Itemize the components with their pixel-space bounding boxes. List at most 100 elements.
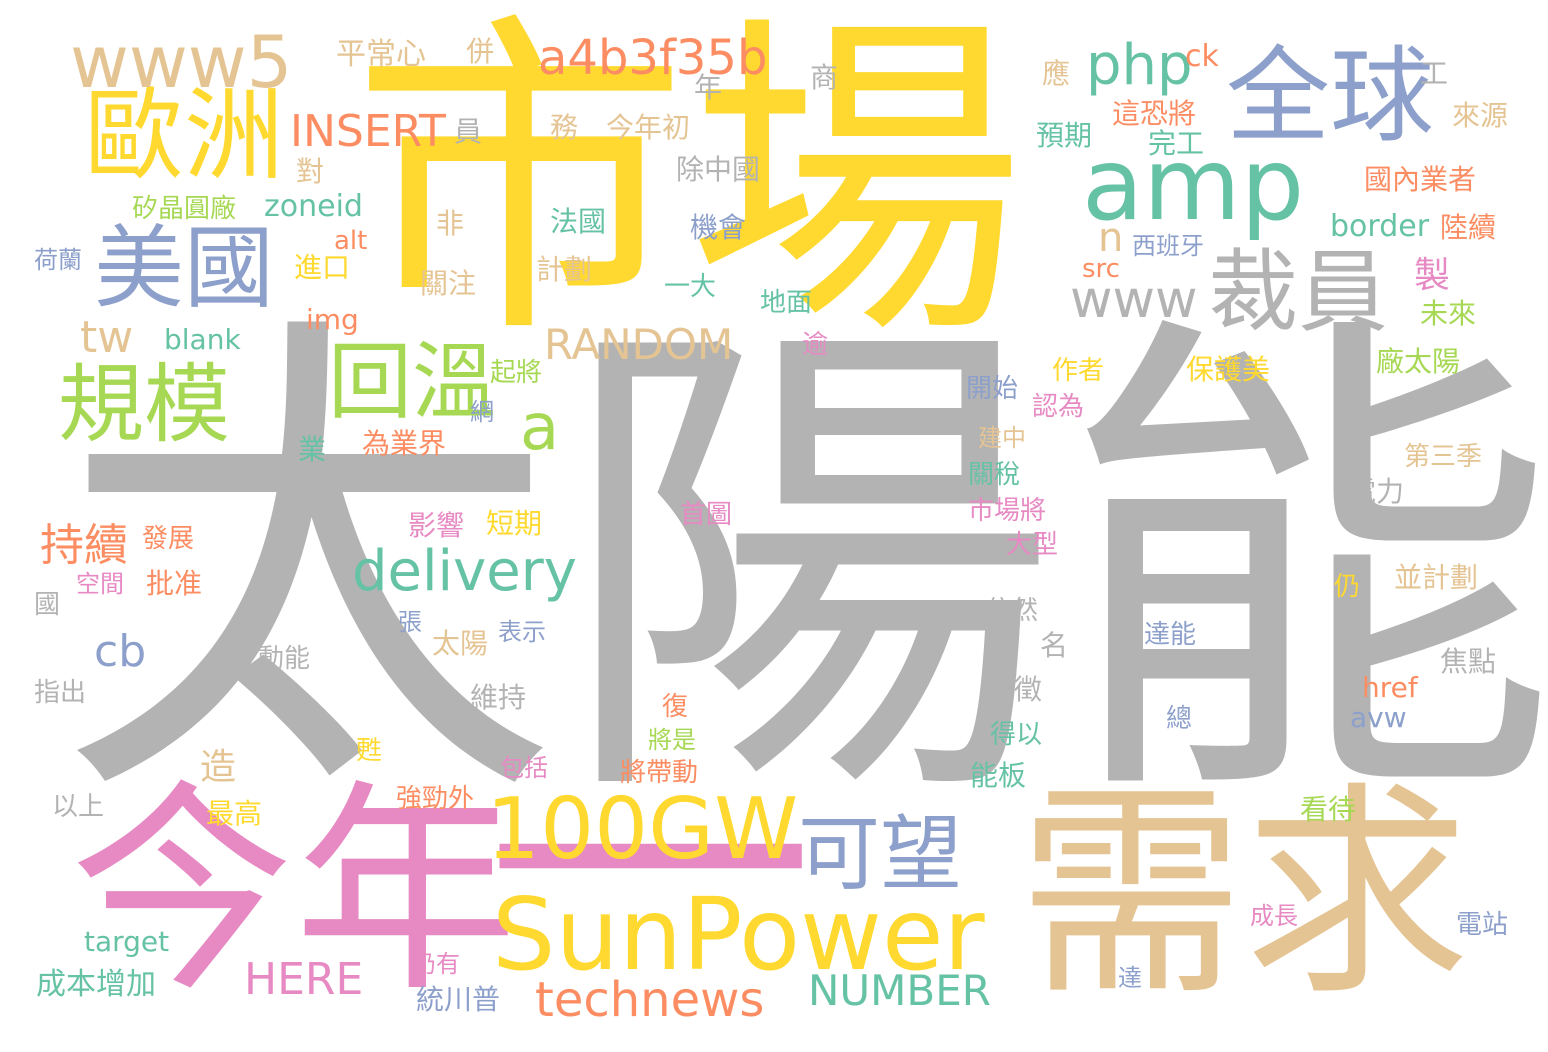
word: 務 [550, 111, 579, 144]
word: target [84, 925, 170, 958]
word: 批准 [146, 567, 203, 600]
word: 電力 [1348, 475, 1405, 508]
word: 需求 [1018, 763, 1471, 1026]
word: 平常心 [336, 37, 426, 72]
word: php [1086, 33, 1193, 98]
word: 名 [1040, 629, 1069, 662]
word: 預期 [1036, 119, 1093, 152]
word: 達 [1118, 964, 1142, 992]
word: 今年 [70, 761, 518, 1022]
word: 作者 [1052, 356, 1105, 386]
word: 裁員 [1208, 240, 1388, 345]
word: 關稅 [968, 460, 1021, 490]
word: 表示 [498, 618, 546, 646]
word: 張 [398, 608, 422, 636]
word: 規模 [58, 355, 230, 455]
word: 得以 [990, 720, 1043, 750]
word: 市場將 [968, 496, 1047, 526]
word: 將是 [648, 726, 696, 754]
word: 工 [1420, 57, 1449, 90]
word: blank [164, 323, 241, 356]
word: 一大 [664, 272, 717, 302]
word: 來源 [1452, 99, 1509, 132]
word: 商 [810, 61, 839, 94]
word: 空間 [76, 570, 124, 598]
word: 對 [296, 155, 325, 188]
word: technews [535, 972, 765, 1028]
word: 短期 [486, 507, 543, 540]
word: 開始 [966, 374, 1019, 404]
word: 西班牙 [1132, 232, 1204, 260]
word: HERE [244, 954, 364, 1005]
word: 總 [1166, 704, 1193, 734]
word: 可望 [798, 807, 963, 902]
word: alt [334, 226, 368, 256]
word: 矽晶圓廠 [132, 194, 237, 224]
word: cb [94, 626, 147, 677]
word: 回溫 [328, 333, 497, 431]
word: href [1362, 671, 1418, 704]
word: ck [1185, 39, 1219, 74]
word: 造 [200, 747, 237, 788]
word: 建中 [978, 424, 1026, 452]
word: amp [1082, 126, 1305, 243]
word: 法國 [550, 205, 607, 238]
word: img [306, 303, 359, 336]
word: 首圖 [680, 500, 733, 530]
word: 網 [470, 398, 494, 426]
word: 陸續 [1440, 211, 1497, 244]
word: 員 [454, 115, 483, 148]
word: 動能 [258, 644, 311, 674]
word: 進口 [294, 251, 351, 284]
word: 成本增加 [36, 967, 156, 1002]
word: 荷蘭 [34, 246, 82, 274]
word: src [1082, 254, 1120, 284]
word: 統川普 [416, 983, 501, 1016]
word: 將帶動 [620, 758, 699, 788]
word: 國內業者 [1364, 163, 1477, 196]
word: 機會 [690, 211, 747, 244]
word: a4b3f35b [538, 30, 768, 86]
word: 地面 [760, 288, 813, 318]
word: 完工 [1148, 127, 1205, 160]
word: 全球 [1226, 35, 1435, 157]
word: delivery [352, 539, 577, 604]
word: 歐洲 [84, 77, 284, 194]
word: 製 [1414, 255, 1451, 296]
word: 甦 [356, 736, 383, 766]
word: 保護美 [1186, 353, 1271, 386]
word: avw [1350, 701, 1407, 734]
word: 關注 [420, 267, 477, 300]
word: 最高 [206, 797, 263, 830]
word: SunPower [492, 876, 985, 993]
word: 電站 [1456, 910, 1509, 940]
word: 依然 [986, 596, 1039, 626]
word: tw [80, 312, 134, 363]
word: 太陽 [432, 627, 489, 660]
word: 廠太陽 [1376, 345, 1461, 378]
word: 為業界 [362, 427, 447, 460]
word: 認為 [1032, 392, 1085, 422]
word: 第三季 [1404, 442, 1483, 472]
word: n [1098, 215, 1124, 261]
word: a [520, 391, 560, 465]
word: 未來 [1420, 297, 1477, 330]
word: 影響 [408, 509, 465, 542]
word: 一 [485, 695, 815, 1044]
word: 年 [694, 71, 723, 104]
word: 大型 [1006, 530, 1059, 560]
word: 看待 [1300, 793, 1357, 826]
word: 包括 [500, 754, 548, 782]
word: 強勁外 [396, 784, 475, 814]
word: 100GW [486, 780, 799, 879]
word: 並計劃 [1394, 561, 1479, 594]
word: 太陽能 [58, 277, 1548, 859]
word: 逾 [802, 330, 829, 360]
word: 指出 [34, 678, 87, 708]
word: 課徵 [986, 673, 1043, 706]
word: 非 [436, 207, 465, 240]
word: 復 [662, 692, 689, 722]
word: 焦點 [1440, 645, 1497, 678]
word: 以上 [52, 792, 105, 822]
word: 仍有 [412, 950, 460, 978]
